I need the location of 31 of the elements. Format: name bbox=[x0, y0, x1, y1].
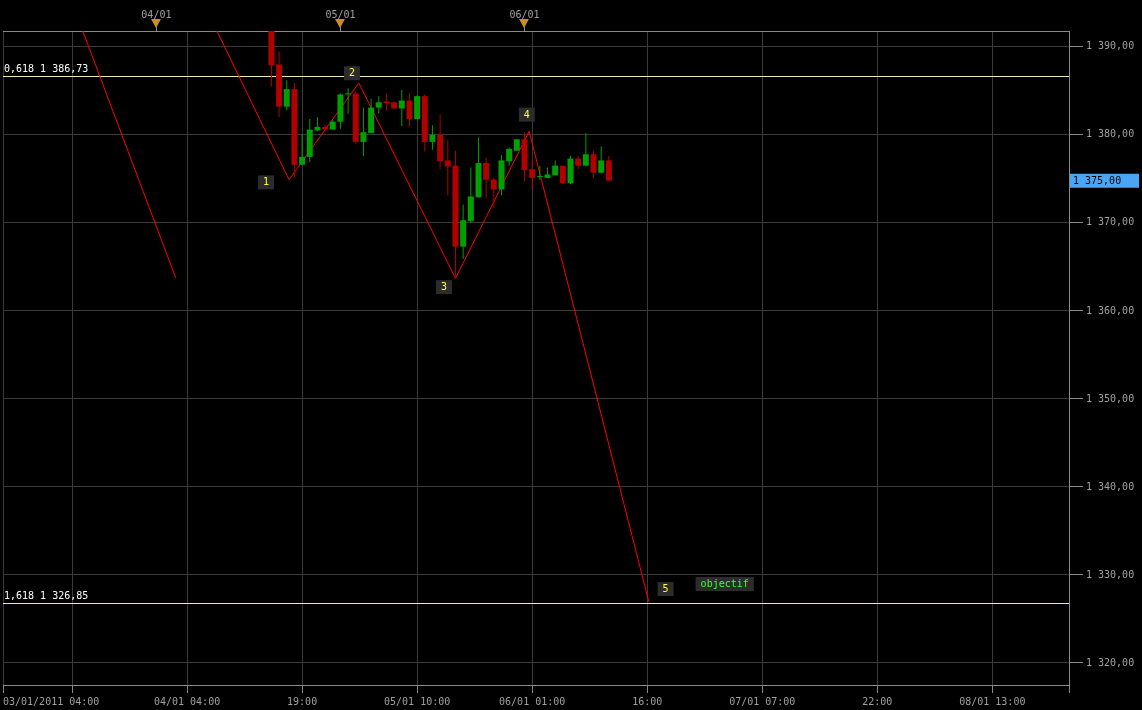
candlestick bbox=[345, 88, 352, 114]
ref-line-label: 0,618 1 386,73 bbox=[4, 63, 89, 75]
x-tick-label: 19:00 bbox=[287, 695, 318, 707]
x-tick-label: 16:00 bbox=[632, 695, 663, 707]
y-tick-label: 1 370,00 bbox=[1086, 216, 1135, 228]
x2-tick-label: 04/01 bbox=[141, 8, 172, 20]
x2-tick-label: 06/01 bbox=[509, 8, 540, 20]
text: 1 375,00 bbox=[1073, 174, 1122, 186]
annotation: 4 bbox=[523, 108, 530, 120]
y-tick-label: 1 340,00 bbox=[1086, 480, 1135, 492]
x-tick-label: 07/01 07:00 bbox=[729, 695, 796, 707]
x2-tick-label: 05/01 bbox=[325, 8, 356, 20]
x-tick-label: 06/01 01:00 bbox=[499, 695, 566, 707]
y-tick-label: 1 380,00 bbox=[1086, 128, 1135, 140]
x-tick-label: 05/01 10:00 bbox=[384, 695, 451, 707]
annotation: 1 bbox=[263, 176, 270, 188]
y-tick-label: 1 350,00 bbox=[1086, 392, 1135, 404]
y-tick-label: 1 330,00 bbox=[1086, 568, 1135, 580]
y-tick-label: 1 360,00 bbox=[1086, 304, 1135, 316]
x-tick-label: 22:00 bbox=[862, 695, 893, 707]
annotation: 2 bbox=[348, 67, 355, 79]
x-tick-label: 03/01/2011 04:00 bbox=[3, 695, 100, 707]
ref-line-label: 1,618 1 326,85 bbox=[4, 590, 89, 602]
annotation: 5 bbox=[662, 583, 669, 595]
annotation: objectif bbox=[700, 578, 749, 590]
candlestick bbox=[536, 165, 543, 180]
x-tick-label: 04/01 04:00 bbox=[153, 695, 221, 707]
x-tick-label: 08/01 13:00 bbox=[959, 695, 1026, 707]
y-tick-label: 1 390,00 bbox=[1086, 40, 1135, 52]
annotation: 3 bbox=[440, 281, 447, 293]
y-tick-label: 1 320,00 bbox=[1086, 656, 1135, 668]
